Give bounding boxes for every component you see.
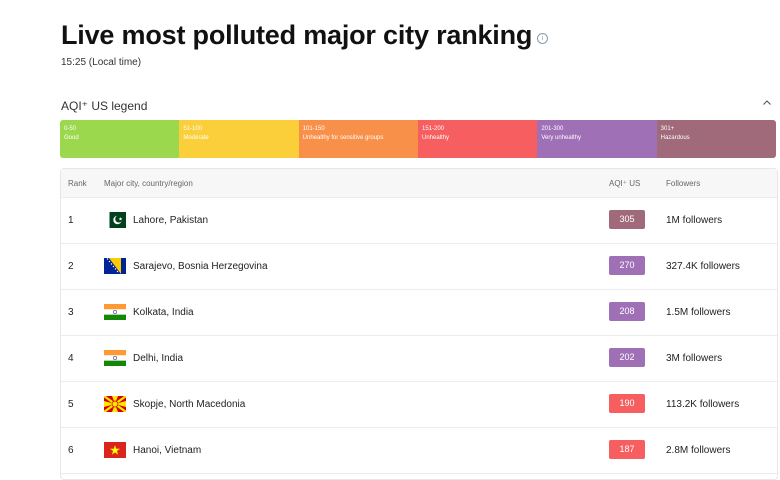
legend-label: Good (64, 135, 79, 141)
vietnam-flag-icon (104, 442, 126, 458)
table-body: 1 Lahore, Pakistan 305 1M followers 2 Sarajev… (61, 198, 777, 474)
legend-segment: 201-300 Very unhealthy (537, 120, 657, 158)
ranking-table: Rank Major city, country/region AQI⁺ US … (60, 168, 778, 480)
india-flag-icon (104, 304, 126, 320)
followers-count: 1.5M followers (666, 307, 731, 318)
followers-count: 1M followers (666, 215, 723, 226)
legend-label: Very unhealthy (541, 135, 582, 141)
city-link[interactable]: Lahore, Pakistan (133, 215, 209, 226)
legend-segment: 51-100 Moderate (179, 120, 299, 158)
aqi-badge: 187 (609, 440, 645, 459)
followers-count: 327.4K followers (666, 261, 740, 272)
legend-range: 201-300 (541, 126, 564, 132)
aqi-legend-bar: 0-50 Good 51-100 Moderate 101-150 Unhealthy f… (60, 120, 776, 158)
india-flag-icon (104, 350, 126, 366)
city-link[interactable]: Kolkata, India (133, 307, 194, 318)
legend-range: 151-200 (421, 126, 445, 132)
city-link[interactable]: Delhi, India (133, 353, 184, 364)
aqi-badge: 190 (609, 394, 645, 413)
aqi-badge: 305 (609, 210, 645, 229)
legend-range: 301+ (660, 126, 675, 132)
ranking-page: Live most polluted major city ranking i … (60, 20, 778, 480)
legend-range: 101-150 (302, 126, 325, 132)
aqi-badge: 270 (609, 256, 645, 275)
chevron-up-icon[interactable] (762, 98, 772, 108)
city-link[interactable]: Sarajevo, Bosnia Herzegovina (133, 261, 268, 272)
table-row[interactable]: 1 Lahore, Pakistan 305 1M followers (61, 198, 777, 244)
aqi-badge: 208 (609, 302, 645, 321)
legend-label: Unhealthy for sensitive groups (302, 135, 384, 141)
table-row[interactable]: 2 Sarajevo, Bosnia Herzegovina 270 327.4K f… (61, 244, 777, 290)
rank-cell: 4 (68, 353, 74, 364)
legend-segment: 101-150 Unhealthy for sensitive groups (298, 120, 418, 158)
table-row[interactable]: 3 Kolkata, India 208 1.5M followers (61, 290, 777, 336)
city-link[interactable]: Skopje, North Macedonia (133, 399, 246, 410)
north-macedonia-flag-icon (103, 395, 127, 413)
rank-cell: 1 (68, 215, 74, 226)
table-header: Rank Major city, country/region AQI⁺ US … (61, 169, 777, 198)
legend-title: AQI⁺ US legend (61, 99, 148, 113)
followers-count: 2.8M followers (666, 445, 731, 456)
aqi-column-header[interactable]: AQI⁺ US (609, 179, 641, 188)
table-row[interactable]: 5 Skopje, North Macedonia 190 113.2K follow… (61, 382, 777, 428)
title-row: Live most polluted major city ranking i (61, 20, 549, 51)
table-row[interactable]: 4 Delhi, India 202 3M followers (61, 336, 777, 382)
legend-label: Unhealthy (421, 135, 450, 141)
legend-segment: 301+ Hazardous (656, 120, 776, 158)
rank-cell: 5 (68, 399, 74, 410)
legend-range: 51-100 (183, 126, 203, 132)
table-row[interactable]: 6 Hanoi, Vietnam 187 2.8M followers (61, 428, 777, 474)
city-column-header[interactable]: Major city, country/region (104, 179, 193, 188)
page-title: Live most polluted major city ranking (61, 20, 533, 50)
rank-column-header[interactable]: Rank (68, 179, 87, 188)
followers-column-header[interactable]: Followers (666, 179, 701, 188)
local-time: 15:25 (Local time) (61, 57, 142, 68)
legend-segment: 151-200 Unhealthy (417, 120, 538, 158)
info-icon[interactable]: i (537, 33, 549, 44)
legend-segment: 0-50 Good (60, 120, 180, 158)
rank-cell: 2 (68, 261, 74, 272)
legend-label: Moderate (183, 135, 209, 141)
legend-label: Hazardous (660, 135, 690, 141)
rank-cell: 3 (68, 307, 74, 318)
pakistan-flag-icon (104, 212, 126, 228)
city-link[interactable]: Hanoi, Vietnam (133, 445, 202, 456)
followers-count: 3M followers (666, 353, 723, 364)
aqi-badge: 202 (609, 348, 645, 367)
rank-cell: 6 (68, 445, 74, 456)
bosnia-flag-icon (104, 258, 126, 274)
followers-count: 113.2K followers (666, 399, 740, 410)
legend-range: 0-50 (64, 126, 77, 132)
